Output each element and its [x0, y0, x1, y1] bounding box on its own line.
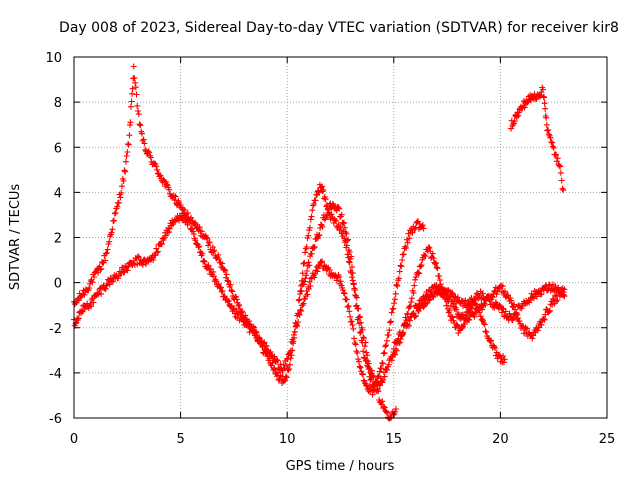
- x-tick-label: 5: [176, 432, 184, 447]
- y-tick-label: 6: [54, 141, 62, 156]
- y-tick-label: -4: [49, 367, 62, 382]
- series-markers: [297, 200, 508, 392]
- series-track-e: [412, 282, 568, 342]
- series-markers: [71, 63, 399, 422]
- chart-title: Day 008 of 2023, Sidereal Day-to-day VTE…: [59, 20, 619, 36]
- data-marks: [71, 63, 568, 422]
- y-tick-label: 2: [54, 232, 62, 247]
- y-tick-label: 4: [54, 186, 62, 201]
- x-tick-label: 25: [599, 432, 616, 447]
- series-track-b: [71, 212, 427, 398]
- y-tick-label: -6: [49, 412, 62, 427]
- grid: [74, 57, 607, 418]
- y-tick-label: 0: [54, 277, 62, 292]
- axis-ticks: 0 5 10 15 20 25 -6 -4 -2 0 2 4 6 8 10: [45, 51, 615, 447]
- y-axis-label: SDTVAR / TECUs: [8, 184, 23, 291]
- series-markers: [412, 282, 568, 342]
- x-tick-label: 0: [70, 432, 78, 447]
- series-track-f: [508, 84, 567, 194]
- y-tick-label: 10: [45, 51, 62, 66]
- series-markers: [71, 212, 427, 398]
- y-tick-label: 8: [54, 96, 62, 111]
- series-markers: [508, 84, 567, 194]
- x-tick-label: 10: [279, 432, 296, 447]
- series-track-c: [297, 200, 508, 392]
- x-tick-label: 20: [492, 432, 509, 447]
- x-axis-label: GPS time / hours: [286, 459, 395, 474]
- y-tick-label: -2: [49, 322, 62, 337]
- series-track-a: [71, 63, 399, 422]
- x-tick-label: 15: [386, 432, 403, 447]
